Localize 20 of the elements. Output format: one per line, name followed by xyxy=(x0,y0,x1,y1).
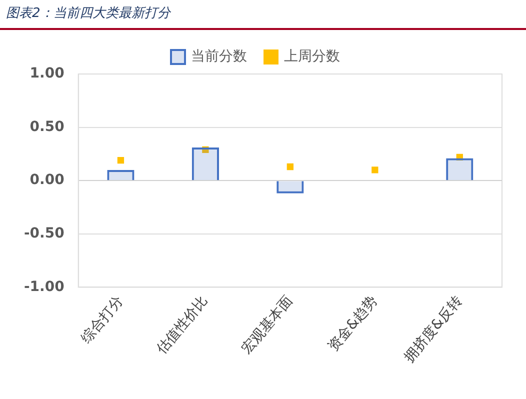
x-tick-label: 估值性价比 xyxy=(153,293,212,358)
point xyxy=(286,163,294,170)
y-tick-label: 1.00 xyxy=(30,66,65,82)
x-tick-label: 资金&趋势 xyxy=(325,293,381,355)
chart-title: 图表2：当前四大类最新打分 xyxy=(6,5,170,22)
bar xyxy=(446,158,474,180)
y-tick-label: -0.50 xyxy=(24,226,65,242)
x-tick-label: 宏观基本面 xyxy=(238,293,296,358)
bar xyxy=(192,148,220,180)
point xyxy=(372,166,378,174)
bar xyxy=(107,170,134,180)
bar xyxy=(276,181,304,194)
x-tick-label: 综合打分 xyxy=(78,293,127,346)
x-tick-label: 拥挤度&反转 xyxy=(401,293,466,366)
point xyxy=(117,157,124,164)
y-tick-label: 0.00 xyxy=(30,172,65,188)
legend-label: 当前分数 xyxy=(191,48,247,65)
y-tick-label: -1.00 xyxy=(24,278,65,295)
y-tick-label: 0.50 xyxy=(30,118,65,135)
legend-label: 上周分数 xyxy=(284,48,340,65)
